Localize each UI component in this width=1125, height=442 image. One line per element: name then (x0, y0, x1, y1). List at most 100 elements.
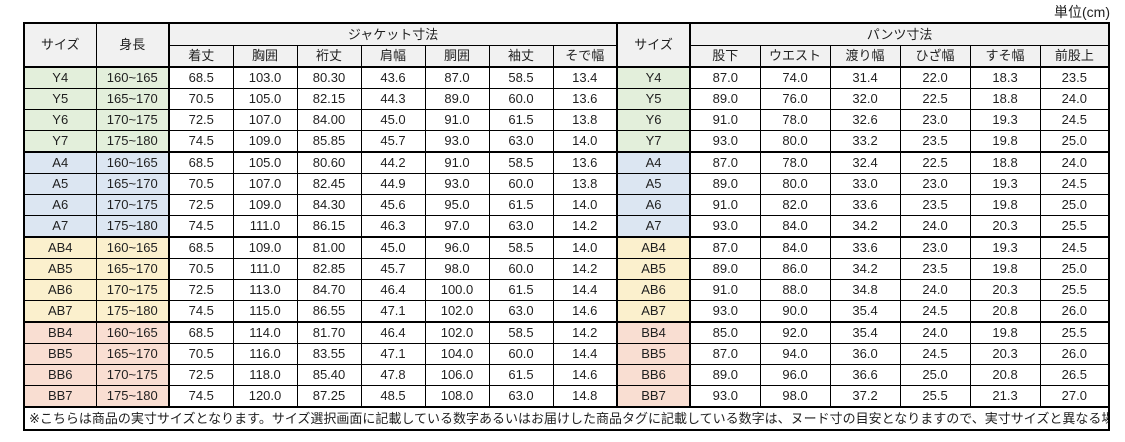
pants-value-cell: 74.0 (759, 66, 831, 89)
table-row: Y7 175~180 74.5 109.0 85.85 45.7 93.0 63.0 14.0 Y… (23, 130, 1110, 153)
size-cell: A6 (616, 194, 691, 216)
height-cell: 165~170 (95, 173, 170, 195)
pants-value-cell: 80.0 (759, 130, 831, 153)
pants-value-cell: 22.0 (899, 66, 971, 89)
jacket-value-cell: 95.0 (424, 194, 490, 216)
header-size-2: サイズ (616, 22, 691, 68)
height-cell: 170~175 (95, 194, 170, 216)
jacket-value-cell: 14.0 (552, 130, 618, 153)
jacket-value-cell: 111.0 (232, 258, 298, 280)
height-cell: 170~175 (95, 279, 170, 301)
pants-value-cell: 31.4 (829, 66, 901, 89)
pants-value-cell: 89.0 (689, 258, 761, 280)
pants-value-cell: 19.8 (969, 194, 1041, 216)
pants-value-cell: 27.0 (1039, 385, 1110, 408)
header-jacket-group: ジャケット寸法 (167, 22, 618, 46)
jacket-value-cell: 96.0 (424, 236, 490, 259)
jacket-value-cell: 45.6 (360, 194, 426, 216)
jacket-value-cell: 85.40 (296, 364, 362, 386)
pants-value-cell: 20.3 (969, 279, 1041, 301)
height-cell: 160~165 (95, 66, 170, 89)
pants-value-cell: 32.4 (829, 151, 901, 174)
pants-value-cell: 33.2 (829, 130, 901, 153)
jacket-value-cell: 109.0 (232, 236, 298, 259)
jacket-value-cell: 107.0 (232, 109, 298, 131)
height-cell: 165~170 (95, 343, 170, 365)
table-row: A5 165~170 70.5 107.0 82.45 44.9 93.0 60.0 13.8 A… (23, 173, 1110, 195)
pants-value-cell: 23.5 (1039, 66, 1110, 89)
size-cell: BB4 (23, 321, 97, 344)
jacket-value-cell: 102.0 (424, 300, 490, 323)
pants-value-cell: 23.5 (899, 258, 971, 280)
pants-value-cell: 91.0 (689, 194, 761, 216)
size-cell: AB4 (23, 236, 97, 259)
pants-value-cell: 91.0 (689, 109, 761, 131)
jacket-value-cell: 14.2 (552, 258, 618, 280)
jacket-value-cell: 14.4 (552, 343, 618, 365)
jacket-value-cell: 100.0 (424, 279, 490, 301)
pants-value-cell: 25.0 (1039, 130, 1110, 153)
jacket-value-cell: 14.6 (552, 364, 618, 386)
pants-value-cell: 24.5 (899, 343, 971, 365)
size-cell: AB4 (616, 236, 691, 259)
pants-value-cell: 22.5 (899, 88, 971, 110)
pants-value-cell: 37.2 (829, 385, 901, 408)
jacket-value-cell: 43.6 (360, 66, 426, 89)
header-height: 身長 (95, 22, 170, 68)
jacket-value-cell: 68.5 (168, 66, 234, 89)
jacket-value-cell: 105.0 (232, 151, 298, 174)
height-cell: 170~175 (95, 364, 170, 386)
jacket-value-cell: 61.5 (488, 279, 554, 301)
header-size: サイズ (23, 22, 97, 68)
jacket-value-cell: 109.0 (232, 130, 298, 153)
pants-value-cell: 84.0 (759, 236, 831, 259)
height-cell: 170~175 (95, 109, 170, 131)
size-cell: A5 (23, 173, 97, 195)
pants-value-cell: 89.0 (689, 173, 761, 195)
pants-value-cell: 24.5 (899, 300, 971, 323)
pants-value-cell: 23.5 (899, 194, 971, 216)
header-pants-col: ウエスト (759, 45, 831, 68)
pants-value-cell: 36.6 (829, 364, 901, 386)
jacket-value-cell: 70.5 (168, 258, 234, 280)
jacket-value-cell: 93.0 (424, 173, 490, 195)
jacket-value-cell: 91.0 (424, 109, 490, 131)
table-row: AB7 175~180 74.5 115.0 86.55 47.1 102.0 63.0 14.… (23, 300, 1110, 323)
jacket-value-cell: 111.0 (232, 215, 298, 238)
jacket-value-cell: 74.5 (168, 385, 234, 408)
table-row: AB4 160~165 68.5 109.0 81.00 45.0 96.0 58.5 14.0… (23, 236, 1110, 259)
jacket-value-cell: 70.5 (168, 88, 234, 110)
size-cell: Y7 (23, 130, 97, 153)
pants-value-cell: 23.0 (899, 236, 971, 259)
pants-value-cell: 24.5 (1039, 236, 1110, 259)
jacket-value-cell: 14.0 (552, 236, 618, 259)
table-row: A4 160~165 68.5 105.0 80.60 44.2 91.0 58.5 13.6 A… (23, 151, 1110, 174)
pants-value-cell: 32.6 (829, 109, 901, 131)
jacket-value-cell: 118.0 (232, 364, 298, 386)
jacket-value-cell: 58.5 (488, 66, 554, 89)
jacket-value-cell: 74.5 (168, 215, 234, 238)
pants-value-cell: 35.4 (829, 321, 901, 344)
table-row: BB5 165~170 70.5 116.0 83.55 47.1 104.0 60.0 14.… (23, 343, 1110, 365)
height-cell: 160~165 (95, 321, 170, 344)
pants-value-cell: 24.5 (1039, 109, 1110, 131)
pants-value-cell: 36.0 (829, 343, 901, 365)
jacket-value-cell: 58.5 (488, 321, 554, 344)
size-cell: A6 (23, 194, 97, 216)
jacket-value-cell: 63.0 (488, 385, 554, 408)
jacket-value-cell: 80.30 (296, 66, 362, 89)
pants-value-cell: 25.0 (1039, 258, 1110, 280)
size-cell: Y6 (616, 109, 691, 131)
jacket-value-cell: 13.8 (552, 173, 618, 195)
size-cell: Y7 (616, 130, 691, 153)
height-cell: 175~180 (95, 215, 170, 238)
table-row: AB6 170~175 72.5 113.0 84.70 46.4 100.0 61.5 14.… (23, 279, 1110, 301)
size-cell: Y4 (616, 66, 691, 89)
jacket-value-cell: 82.45 (296, 173, 362, 195)
jacket-value-cell: 13.8 (552, 109, 618, 131)
table-row: Y4 160~165 68.5 103.0 80.30 43.6 87.0 58.5 13.4 Y… (23, 66, 1110, 89)
jacket-value-cell: 68.5 (168, 236, 234, 259)
jacket-value-cell: 44.3 (360, 88, 426, 110)
header-pants-col: 渡り幅 (829, 45, 901, 68)
